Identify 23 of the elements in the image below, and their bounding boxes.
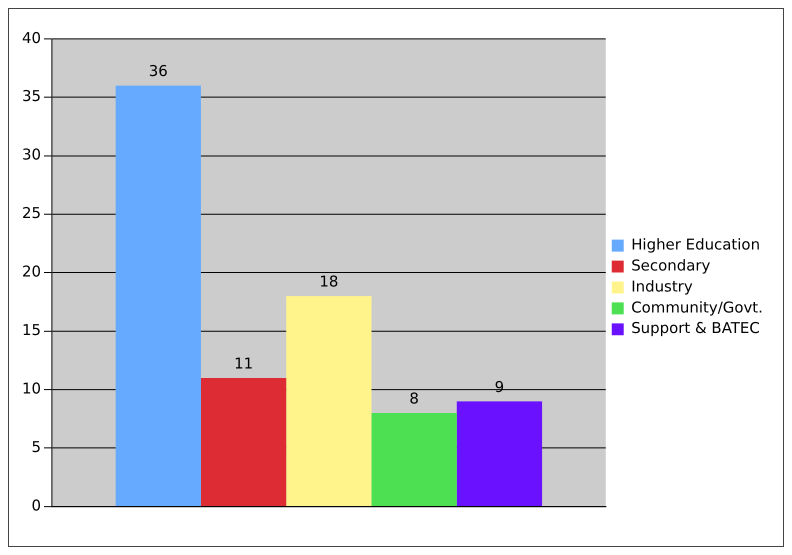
y-tick-label: 15 (22, 321, 42, 340)
legend-label: Community/Govt. (631, 298, 763, 316)
data-label: 18 (319, 272, 338, 291)
bar (286, 296, 372, 506)
bar (116, 86, 201, 506)
data-label: 11 (234, 354, 254, 372)
y-tick-label: 0 (31, 496, 42, 514)
bar (372, 413, 457, 506)
legend-label: Secondary (631, 256, 711, 274)
y-tick-label: 20 (22, 262, 42, 281)
y-tick-label: 40 (22, 28, 42, 47)
data-label: 36 (148, 62, 168, 80)
legend-label: Industry (631, 277, 693, 296)
bar (200, 378, 286, 506)
y-tick-label: 30 (22, 146, 42, 164)
bar (456, 401, 542, 506)
data-label: 8 (409, 389, 419, 408)
legend-label: Support & BATEC (631, 319, 760, 338)
y-tick-label: 35 (22, 87, 42, 106)
y-tick-label: 25 (22, 204, 42, 222)
legend-label: Higher Education (631, 236, 760, 254)
y-tick-label: 10 (22, 380, 42, 398)
y-tick-label: 5 (31, 438, 42, 456)
